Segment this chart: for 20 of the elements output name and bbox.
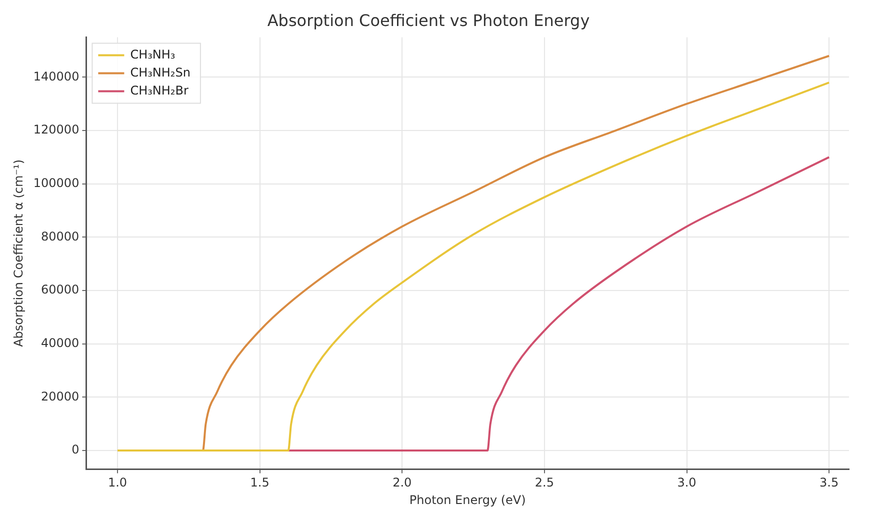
y-tick-label: 40000 bbox=[41, 336, 80, 350]
x-tick-label: 3.5 bbox=[820, 476, 839, 490]
y-tick-label: 60000 bbox=[41, 282, 80, 297]
x-axis-title: Photon Energy (eV) bbox=[409, 492, 526, 507]
x-tick-label: 3.0 bbox=[677, 476, 696, 490]
x-tick-label: 2.0 bbox=[392, 476, 412, 490]
legend-label: CH₃NH₂Sn bbox=[130, 65, 190, 80]
y-tick-label: 0 bbox=[72, 442, 80, 457]
x-tick-label: 2.5 bbox=[534, 476, 554, 490]
y-tick-label: 20000 bbox=[41, 389, 80, 404]
y-tick-label: 120000 bbox=[33, 122, 80, 137]
chart-title: Absorption Coefficient vs Photon Energy bbox=[267, 10, 590, 30]
y-tick-label: 140000 bbox=[33, 69, 80, 84]
x-tick-label: 1.5 bbox=[250, 476, 270, 490]
y-tick-label: 80000 bbox=[41, 229, 80, 244]
x-tick-label: 1.0 bbox=[108, 476, 128, 490]
legend-label: CH₃NH₂Br bbox=[130, 83, 188, 98]
y-axis-title: Absorption Coefficient α (cm⁻¹) bbox=[11, 159, 26, 347]
legend-label: CH₃NH₃ bbox=[130, 47, 176, 62]
y-tick-label: 100000 bbox=[33, 176, 80, 190]
